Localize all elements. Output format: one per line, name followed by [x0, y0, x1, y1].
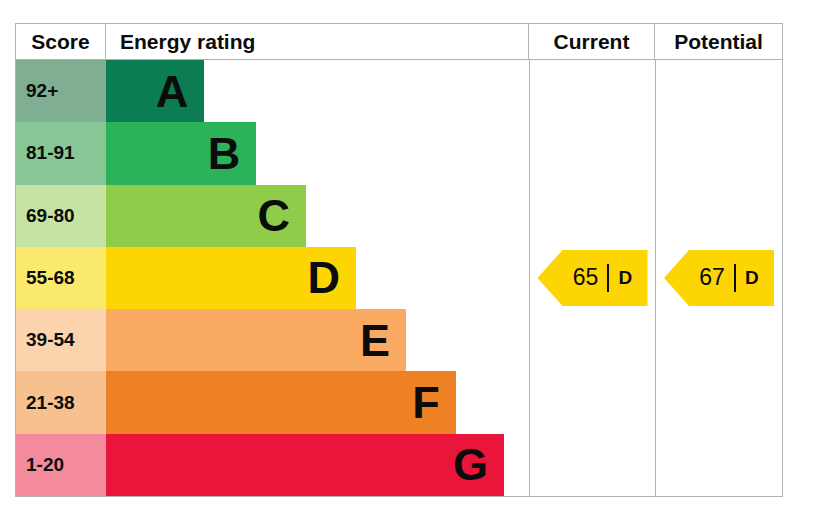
current-column-header: Current: [529, 24, 655, 59]
score-cell: 92+: [16, 60, 106, 122]
potential-cell: [655, 309, 782, 371]
score-cell: 1-20: [16, 434, 106, 496]
value-band-separator: [734, 264, 736, 292]
band-row-f: 21-38 F: [16, 371, 782, 433]
score-cell: 69-80: [16, 185, 106, 247]
potential-cell: [655, 185, 782, 247]
potential-cell: [655, 434, 782, 496]
band-row-c: 69-80 C: [16, 185, 782, 247]
score-cell: 81-91: [16, 122, 106, 184]
current-cell: [529, 371, 655, 433]
potential-cell: [655, 371, 782, 433]
current-cell: [529, 434, 655, 496]
energy-cell: C: [106, 185, 529, 247]
current-cell: [529, 185, 655, 247]
score-cell: 39-54: [16, 309, 106, 371]
energy-cell: D: [106, 247, 529, 309]
energy-rating-column-header: Energy rating: [106, 24, 529, 59]
rating-bar: G: [106, 434, 504, 496]
energy-cell: E: [106, 309, 529, 371]
rating-letter: D: [307, 255, 340, 300]
table-header-row: Score Energy rating Current Potential: [16, 24, 782, 60]
current-band-letter: D: [618, 267, 632, 289]
rating-bar: C: [106, 185, 306, 247]
current-cell: 65 D: [529, 247, 655, 309]
potential-cell: 67 D: [655, 247, 782, 309]
rating-letter: C: [258, 193, 291, 238]
band-row-d: 55-68 D 65 D 67 D: [16, 247, 782, 309]
potential-cell: [655, 60, 782, 122]
current-cell: [529, 60, 655, 122]
energy-cell: F: [106, 371, 529, 433]
rating-letter: B: [208, 131, 241, 176]
rating-letter: G: [453, 442, 488, 487]
band-row-e: 39-54 E: [16, 309, 782, 371]
rating-letter: F: [412, 380, 440, 425]
rating-bar: D: [106, 247, 356, 309]
rating-letter: A: [156, 69, 189, 114]
potential-column-header: Potential: [655, 24, 782, 59]
value-band-separator: [607, 264, 609, 292]
energy-cell: B: [106, 122, 529, 184]
rating-bar: E: [106, 309, 406, 371]
energy-cell: G: [106, 434, 529, 496]
rating-letter: E: [360, 318, 390, 363]
potential-score-value: 67: [699, 264, 725, 291]
potential-band-letter: D: [745, 267, 759, 289]
score-cell: 21-38: [16, 371, 106, 433]
potential-cell: [655, 122, 782, 184]
potential-rating-arrow: 67 D: [664, 250, 774, 306]
band-row-b: 81-91 B: [16, 122, 782, 184]
band-row-g: 1-20 G: [16, 434, 782, 496]
band-row-a: 92+ A: [16, 60, 782, 122]
score-cell: 55-68: [16, 247, 106, 309]
epc-table: Score Energy rating Current Potential 92…: [15, 23, 783, 497]
current-score-value: 65: [573, 264, 599, 291]
energy-cell: A: [106, 60, 529, 122]
current-cell: [529, 122, 655, 184]
rating-bar: F: [106, 371, 456, 433]
score-column-header: Score: [16, 24, 106, 59]
current-rating-arrow: 65 D: [538, 250, 648, 306]
rating-bar: A: [106, 60, 204, 122]
current-cell: [529, 309, 655, 371]
epc-rating-chart: Score Energy rating Current Potential 92…: [0, 0, 826, 517]
rating-bar: B: [106, 122, 256, 184]
